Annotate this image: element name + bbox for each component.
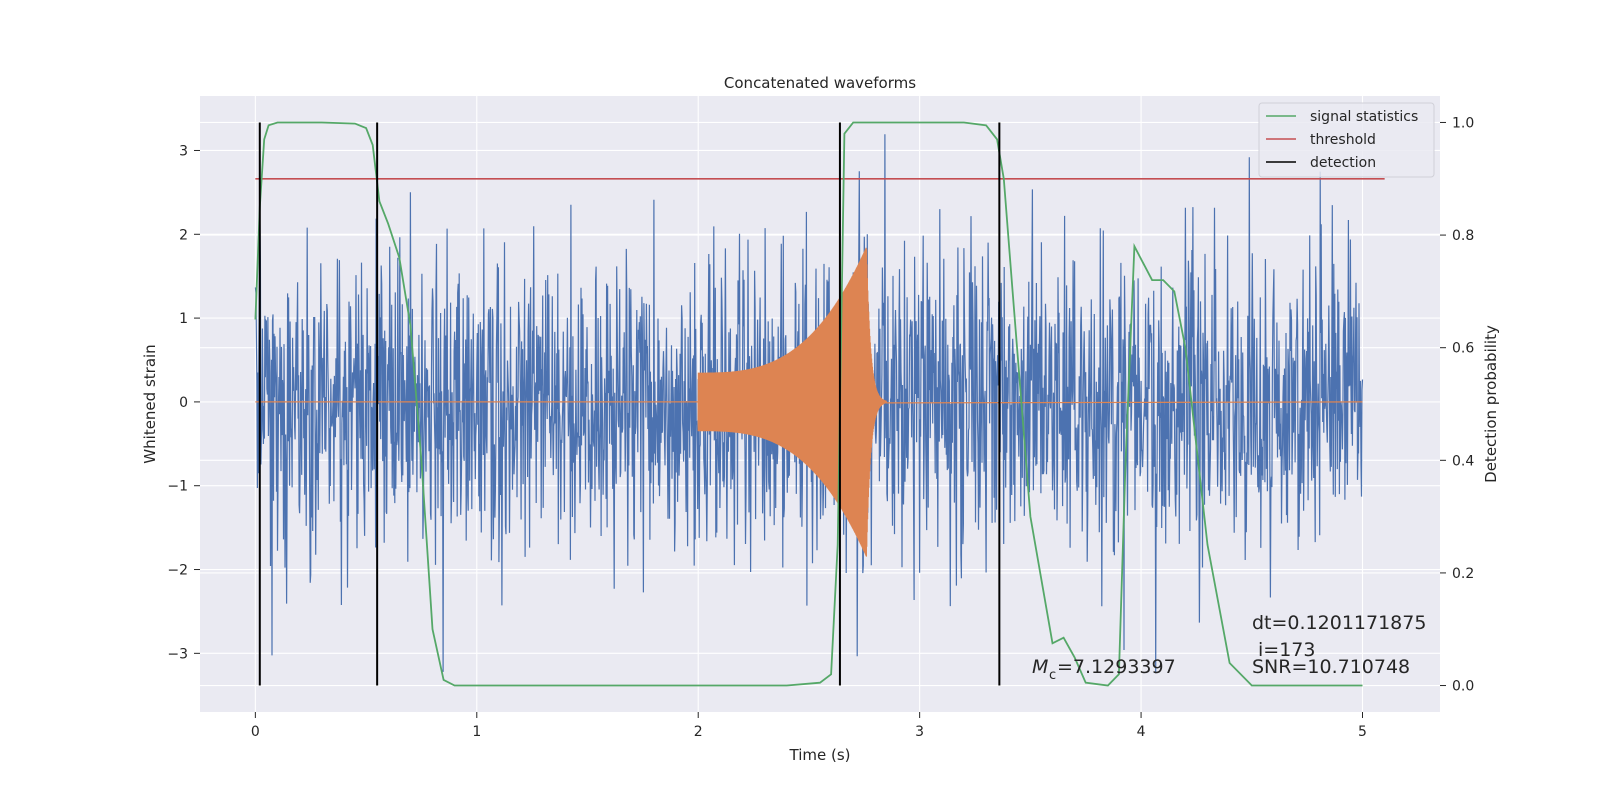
y2-tick-label: 0.2: [1452, 566, 1474, 582]
y-tick-label: −1: [167, 479, 188, 495]
x-tick-label: 4: [1137, 724, 1146, 740]
y2-tick-label: 0.0: [1452, 679, 1474, 695]
y-axis-label: Whitened strain: [141, 344, 159, 463]
legend-label-threshold: threshold: [1310, 132, 1376, 148]
y-tick-label: −3: [167, 646, 188, 662]
axes-layer: 0 1 2 3 4 5 −3 −2 −1 0 1 2 3 0.0 0.2 0.4 0.6 0.8 1.0: [167, 115, 1474, 740]
chart-title: Concatenated waveforms: [724, 74, 916, 92]
legend-box: [1258, 102, 1435, 178]
chirp-mass-value: =7.1293397: [1057, 656, 1176, 678]
y-tick-label: −2: [167, 563, 188, 579]
y-tick-label: 0: [179, 395, 188, 411]
y2-tick-label: 1.0: [1452, 115, 1474, 131]
chirp-template-series: [255, 247, 1363, 557]
y2-axis-label: Detection probability: [1482, 325, 1500, 483]
dt-annotation: dt=0.1201171875: [1252, 612, 1426, 634]
x-tick-label: 2: [694, 724, 703, 740]
legend-label-signal-statistics: signal statistics: [1310, 109, 1418, 125]
series-layer: [254, 121, 1385, 687]
y2-tick-label: 0.8: [1452, 228, 1474, 244]
y-tick-label: 2: [179, 227, 188, 243]
i-annotation: i=173: [1258, 639, 1315, 661]
signal-statistics-series: [254, 121, 1363, 687]
chirp-mass-annotation: M c =7.1293397: [1032, 656, 1176, 683]
snr-annotation: SNR=10.710748: [1252, 656, 1410, 678]
x-axis-label: Time (s): [789, 746, 851, 764]
chirp-mass-symbol: M: [1032, 656, 1048, 678]
legend: signal statistics threshold detection: [1258, 102, 1435, 178]
y-tick-label: 3: [179, 143, 188, 159]
x-tick-label: 5: [1358, 724, 1367, 740]
x-tick-label: 1: [472, 724, 481, 740]
legend-label-detection: detection: [1310, 155, 1376, 171]
y2-tick-label: 0.4: [1452, 453, 1474, 469]
x-tick-label: 3: [915, 724, 924, 740]
chirp-mass-subscript: c: [1049, 668, 1056, 683]
y2-tick-label: 0.6: [1452, 341, 1474, 357]
y-tick-label: 1: [179, 311, 188, 327]
x-tick-label: 0: [251, 724, 260, 740]
